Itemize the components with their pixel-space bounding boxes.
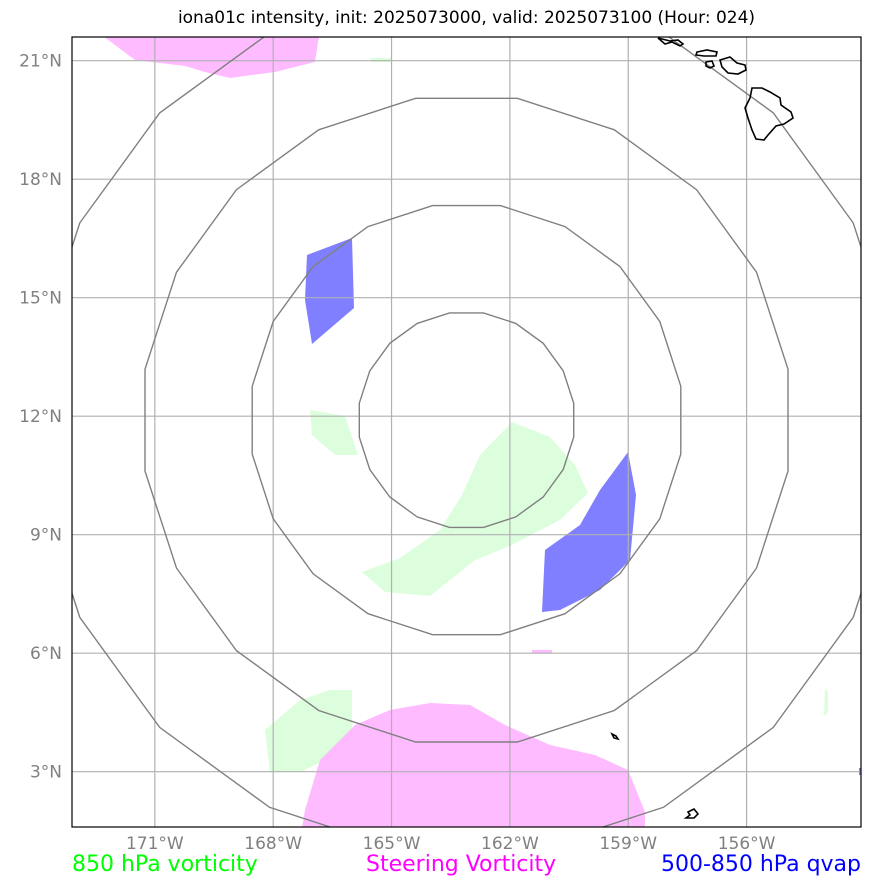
vorticity-850-area (370, 58, 392, 62)
vorticity-850-area (824, 688, 828, 716)
coastline-island-oahu (705, 60, 716, 69)
coastline-island-kauai (694, 49, 718, 57)
longitude-tick-label: 162°W (481, 834, 539, 854)
latitude-tick-labels: 3°N 6°N 9°N 12°N 15°N 18°N 21°N (19, 52, 62, 783)
legend-qvap: 500-850 hPa qvap (660, 852, 861, 877)
map-title: iona01c intensity, init: 2025073000, val… (177, 8, 756, 28)
steering-vorticity-area (104, 37, 319, 78)
latitude-tick-label: 9°N (30, 526, 62, 546)
vorticity-850-area (310, 410, 358, 455)
qvap-fields (305, 238, 861, 775)
steering-vorticity-area (532, 650, 552, 653)
coastline-island-maui (719, 56, 747, 75)
coastline-island-niihau (657, 37, 685, 47)
range-ring (251, 204, 682, 636)
qvap-area (305, 238, 354, 344)
longitude-tick-label: 159°W (599, 834, 657, 854)
steering-vorticity-area (302, 703, 645, 827)
qvap-area (542, 452, 636, 612)
map-background (72, 37, 861, 827)
longitude-tick-label: 171°W (126, 834, 184, 854)
latitude-tick-label: 15°N (19, 289, 62, 309)
range-ring (144, 97, 789, 743)
range-ring (358, 312, 575, 529)
legend-850-hpa-vorticity: 850 hPa vorticity (72, 852, 258, 877)
coastline-islet (610, 732, 620, 741)
steering-vorticity-fields (104, 37, 645, 827)
latitude-tick-label: 18°N (19, 170, 62, 190)
coastlines (610, 37, 794, 819)
coastline-islet (683, 807, 700, 819)
range-ring (72, 37, 861, 827)
latitude-tick-label: 3°N (30, 763, 62, 783)
longitude-tick-label: 165°W (363, 834, 421, 854)
latitude-tick-label: 12°N (19, 407, 62, 427)
coastline-island-hawaii (744, 87, 794, 141)
gridlines (72, 37, 861, 827)
map-frame (71, 36, 862, 828)
longitude-tick-labels: 171°W 168°W 165°W 162°W 159°W 156°W (126, 834, 776, 854)
latitude-tick-label: 21°N (19, 52, 62, 72)
range-rings (72, 37, 861, 827)
longitude-tick-label: 168°W (244, 834, 302, 854)
longitude-tick-label: 156°W (718, 834, 776, 854)
latitude-tick-label: 6°N (30, 644, 62, 664)
vorticity-850-area (362, 422, 588, 596)
legend-steering-vorticity: Steering Vorticity (366, 852, 557, 877)
